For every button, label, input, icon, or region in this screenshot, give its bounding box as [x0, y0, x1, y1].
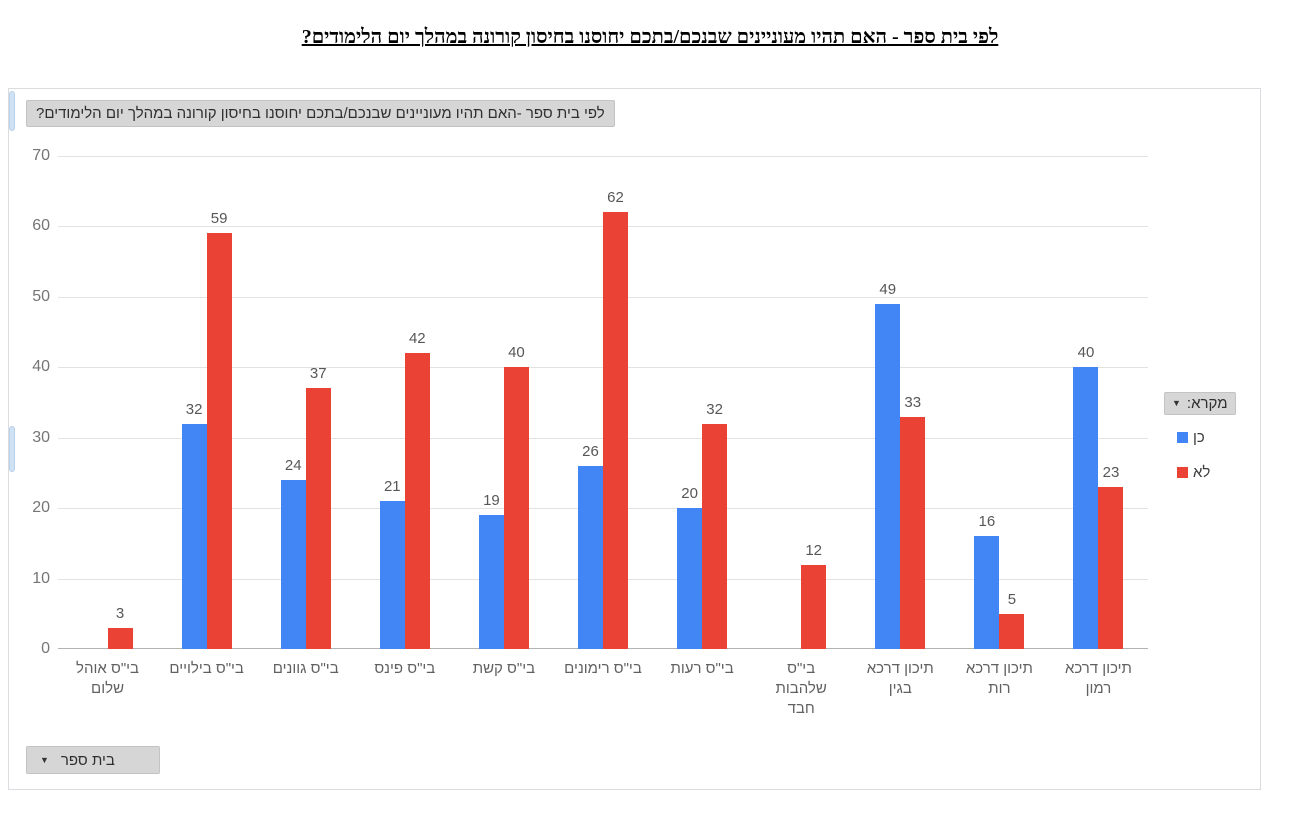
bar-no: [999, 613, 1025, 649]
chevron-down-icon: ▼: [1172, 398, 1181, 408]
bar-no: [801, 564, 827, 649]
chevron-down-icon: ▼: [40, 754, 49, 765]
bar-value-label: 42: [408, 330, 426, 348]
bar-no: [603, 212, 628, 649]
bar-value-label: 19: [483, 492, 500, 510]
chart-inner-title: לפי בית ספר -האם תהיו מעוניינים שבנכם/בת…: [26, 100, 615, 127]
bar-value-label: 37: [309, 365, 327, 383]
bar-value-label: 12: [805, 541, 823, 559]
bar-value-label: 40: [1077, 344, 1095, 362]
y-axis-tick-label: 40: [32, 358, 50, 376]
bar-no: [404, 353, 430, 649]
legend: ▼ מקרא: כן לא: [1164, 392, 1260, 496]
bar-yes: [478, 515, 504, 649]
bar-value-label: 33: [904, 393, 922, 411]
x-axis-category-label: בי"ס אוהל שלום: [76, 660, 140, 697]
y-axis-tick-label: 70: [32, 147, 50, 164]
bar-no: [900, 416, 926, 649]
legend-header-dropdown[interactable]: ▼ מקרא:: [1164, 392, 1236, 415]
bar-value-label: 32: [185, 400, 203, 418]
bar-value-label: 16: [978, 513, 996, 531]
legend-item-label: כן: [1193, 428, 1205, 446]
bar-yes: [1073, 367, 1099, 649]
bar-yes: [181, 423, 207, 649]
bar-value-label: 49: [879, 280, 897, 298]
bar-value-label: 32: [706, 400, 723, 418]
bar-value-label: 62: [607, 189, 624, 207]
bar-value-label: 23: [1102, 464, 1120, 482]
legend-header-label: מקרא:: [1186, 395, 1228, 412]
bar-value-label: 21: [383, 478, 401, 496]
legend-item: כן: [1177, 426, 1260, 448]
legend-color-swatch: [1177, 466, 1188, 478]
scrollbar-thumb[interactable]: [9, 91, 15, 131]
bar-no: [503, 367, 529, 649]
scrollbar-thumb[interactable]: [9, 426, 15, 472]
bar-yes: [280, 479, 306, 649]
plot-area: 32 24 21 19 26 20 49 16 40 3 59 37 42 40 62 32 12 33 5 23: [58, 156, 1148, 649]
bar-value-label: 59: [210, 210, 228, 228]
x-axis-category-label: תיכון דרכא בגין: [866, 660, 934, 697]
y-axis-tick-label: 20: [32, 499, 50, 517]
bar-value-label: 26: [582, 442, 599, 460]
y-axis-tick-label: 30: [32, 428, 50, 446]
bar-no: [305, 388, 331, 649]
bar-yes: [677, 508, 703, 649]
bar-no: [206, 233, 232, 649]
filter-button-label: בית ספר: [60, 751, 115, 769]
gridline: [58, 156, 1148, 157]
bar-yes: [578, 465, 603, 649]
bar-value-label: 20: [681, 485, 698, 503]
y-axis-tick-label: 50: [32, 287, 50, 305]
x-axis-category-label: תיכון דרכא רות: [965, 660, 1033, 697]
bar-value-label: 40: [508, 344, 525, 362]
legend-item-label: לא: [1193, 463, 1211, 481]
legend-item: לא: [1177, 461, 1260, 483]
bar-no: [1098, 487, 1124, 649]
x-axis-category-label: בי"ס שלהבות חבד: [775, 660, 827, 717]
bar-no: [107, 627, 133, 649]
x-axis-category-label: בי"ס רימונים: [564, 660, 642, 677]
bar-value-label: 3: [115, 604, 125, 622]
y-axis-tick-label: 10: [32, 569, 50, 587]
bar-yes: [875, 303, 901, 649]
x-axis-category-label: בי"ס פינס: [374, 660, 436, 677]
bar-yes: [974, 536, 1000, 649]
bar-yes: [379, 501, 405, 649]
legend-color-swatch: [1177, 431, 1188, 443]
page-title: לפי בית ספר - האם תהיו מעוניינים שבנכם/ב…: [301, 26, 999, 48]
bar-no: [702, 423, 728, 649]
chart-container: לפי בית ספר -האם תהיו מעוניינים שבנכם/בת…: [8, 88, 1261, 790]
y-axis-tick-label: 60: [32, 217, 50, 235]
bar-value-label: 5: [1007, 590, 1017, 608]
x-axis-category-label: תיכון דרכא רמון: [1064, 660, 1132, 697]
x-axis-category-label: בי"ס בילויים: [169, 660, 244, 677]
bar-value-label: 24: [284, 456, 302, 474]
x-axis-category-label: בי"ס גוונים: [272, 660, 339, 677]
y-axis-tick-label: 0: [41, 640, 50, 657]
school-filter-button[interactable]: ▼ בית ספר: [26, 746, 160, 774]
x-axis-category-label: בי"ס רעות: [670, 660, 734, 677]
x-axis-category-label: בי"ס קשת: [472, 660, 536, 677]
